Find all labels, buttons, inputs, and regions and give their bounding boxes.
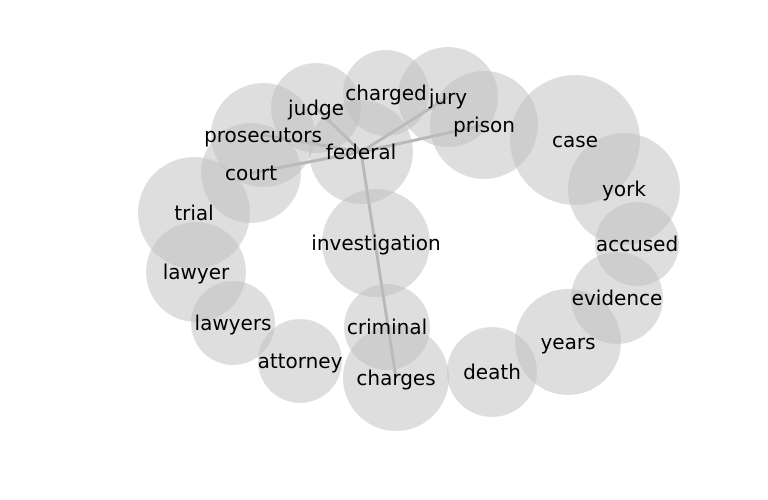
node-label-trial: trial [174,201,213,225]
node-label-prosecutors: prosecutors [204,123,322,147]
node-label-evidence: evidence [572,286,663,310]
node-label-judge: judge [287,96,344,120]
node-label-charged: charged [345,81,427,105]
node-circle-years [515,289,621,395]
node-circle-layer [138,47,680,431]
node-label-lawyers: lawyers [195,311,272,335]
node-label-criminal: criminal [347,315,427,339]
node-label-case: case [552,128,598,152]
node-circle-death [447,327,537,417]
node-label-years: years [540,330,595,354]
node-label-investigation: investigation [311,231,440,255]
node-label-accused: accused [596,232,678,256]
node-label-death: death [463,360,521,384]
node-label-attorney: attorney [258,349,343,373]
node-label-jury: jury [428,85,467,109]
node-circle-investigation [322,189,430,297]
node-label-federal: federal [326,140,396,164]
node-circle-attorney [258,319,342,403]
node-label-lawyer: lawyer [163,260,230,284]
node-label-charges: charges [356,366,435,390]
node-label-york: york [602,177,646,201]
node-label-court: court [225,161,277,185]
node-circle-criminal [344,284,430,370]
node-label-prison: prison [453,113,515,137]
node-circle-prosecutors [211,83,315,187]
node-circle-prison [430,71,538,179]
